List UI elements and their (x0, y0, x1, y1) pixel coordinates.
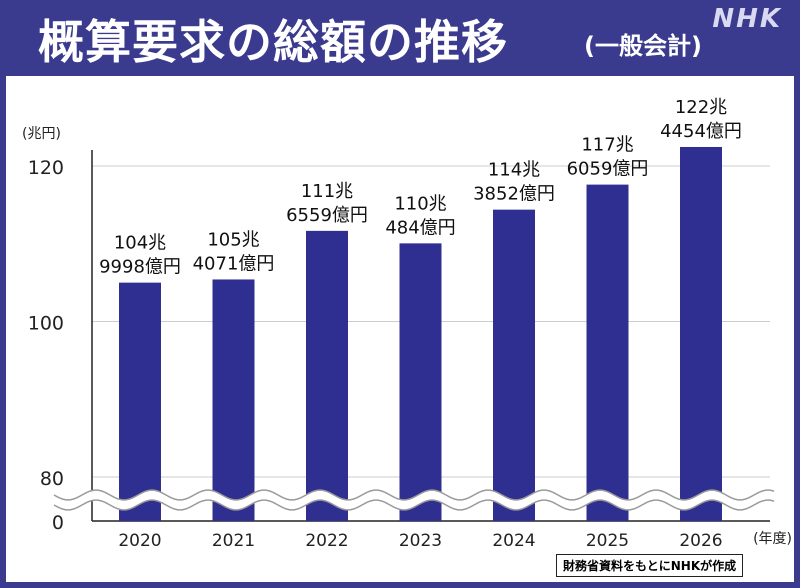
bar (493, 209, 535, 521)
axis-break-line (53, 499, 775, 511)
data-label: 117兆 (581, 135, 633, 156)
source-note: 財務省資料をもとにNHKが作成 (556, 554, 744, 577)
data-label: 9998億円 (99, 257, 181, 278)
x-tick-label: 2021 (212, 531, 255, 551)
axis-break-line (53, 489, 775, 501)
data-label: 105兆 (207, 229, 259, 250)
data-label: 6059億円 (567, 159, 649, 180)
x-tick-label: 2026 (679, 531, 722, 551)
y-axis-label: (兆円) (22, 126, 61, 142)
bar (119, 282, 161, 521)
data-label: 111兆 (301, 181, 353, 202)
x-tick-label: 2022 (305, 531, 348, 551)
data-label: 484億円 (385, 217, 455, 238)
bar (680, 146, 722, 522)
bar (586, 184, 629, 521)
axis-break-band (54, 490, 775, 510)
x-tick-label: 2023 (399, 531, 442, 551)
data-label: 122兆 (675, 97, 727, 118)
chart-subtitle: (一般会計) (584, 32, 702, 60)
x-tick-label: 2025 (586, 531, 629, 551)
data-label: 4454億円 (660, 121, 742, 142)
bar (212, 279, 255, 521)
x-tick-label: 2024 (492, 531, 535, 551)
data-label: 104兆 (114, 233, 166, 254)
bar (306, 230, 348, 522)
data-label: 4071億円 (193, 253, 275, 274)
data-label: 6559億円 (286, 205, 368, 226)
chart-title: 概算要求の総額の推移 (38, 15, 508, 69)
y-tick-label: 80 (40, 468, 64, 490)
data-label: 110兆 (394, 193, 446, 214)
data-label: 114兆 (488, 160, 540, 181)
nhk-logo: NHK (712, 4, 782, 34)
y-tick-label: 0 (52, 512, 64, 534)
x-tick-label: 2020 (118, 531, 161, 551)
data-label: 3852億円 (473, 184, 555, 205)
y-tick-label: 120 (28, 157, 64, 179)
y-tick-label: 100 (28, 313, 64, 335)
title-bar: 概算要求の総額の推移 (一般会計) NHK (0, 0, 800, 76)
x-axis-label: (年度) (753, 531, 792, 547)
bar (399, 243, 442, 521)
